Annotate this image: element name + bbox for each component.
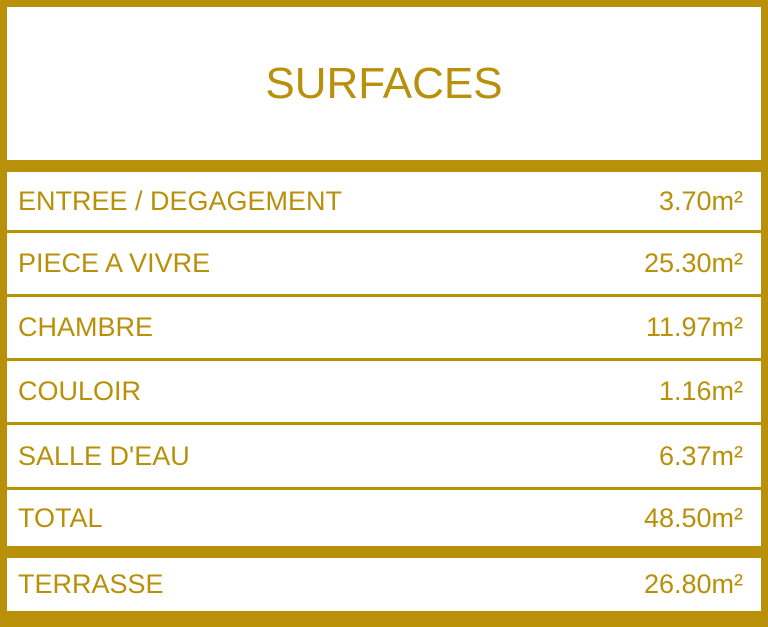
- total-label: TOTAL: [18, 502, 103, 533]
- room-area: 3.70m²: [658, 185, 743, 216]
- room-area: 1.16m²: [658, 376, 743, 406]
- room-label: CHAMBRE: [18, 312, 154, 342]
- page-title: SURFACES: [7, 7, 761, 160]
- total-area: 48.50m²: [643, 502, 743, 533]
- room-label: PIECE A VIVRE: [18, 248, 211, 278]
- table-row: CHAMBRE 11.97m²: [7, 297, 761, 358]
- room-label: ENTREE / DEGAGEMENT: [18, 185, 343, 216]
- total-row: TOTAL 48.50m²: [7, 490, 761, 546]
- terrace-area: 26.80m²: [643, 569, 743, 599]
- table-row: PIECE A VIVRE 25.30m²: [7, 233, 761, 294]
- table-row: COULOIR 1.16m²: [7, 361, 761, 422]
- terrace-label: TERRASSE: [18, 569, 164, 599]
- room-area: 6.37m²: [658, 440, 743, 471]
- room-area: 11.97m²: [645, 312, 743, 342]
- table-row: ENTREE / DEGAGEMENT 3.70m²: [7, 172, 761, 230]
- terrace-row: TERRASSE 26.80m²: [7, 558, 761, 611]
- room-label: COULOIR: [18, 376, 142, 406]
- room-label: SALLE D'EAU: [18, 440, 190, 471]
- table-row: SALLE D'EAU 6.37m²: [7, 425, 761, 487]
- room-area: 25.30m²: [643, 248, 743, 278]
